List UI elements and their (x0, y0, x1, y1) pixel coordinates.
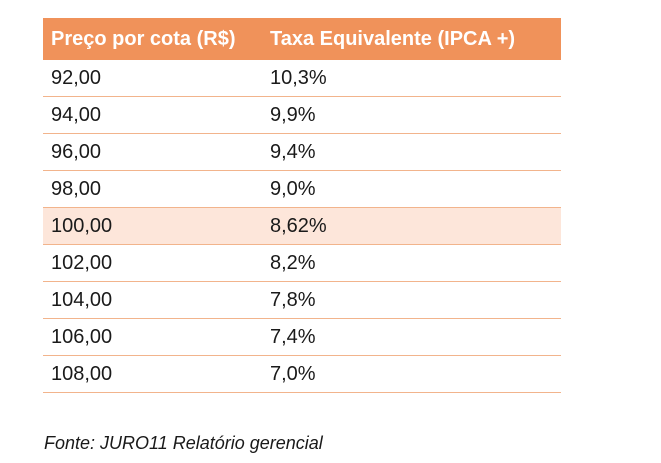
cell-price: 98,00 (51, 177, 102, 200)
cell-price: 96,00 (51, 140, 102, 163)
table-row: 98,00 9,0% (43, 171, 561, 208)
table-row-highlighted: 100,00 8,62% (43, 208, 561, 245)
cell-price: 92,00 (51, 66, 102, 89)
cell-price: 100,00 (51, 214, 113, 237)
price-rate-table: Preço por cota (R$) Taxa Equivalente (IP… (43, 18, 561, 393)
table-row: 94,00 9,9% (43, 97, 561, 134)
cell-rate: 10,3% (270, 66, 327, 89)
cell-rate: 9,4% (270, 140, 316, 163)
cell-rate: 9,0% (270, 177, 316, 200)
header-equivalent-rate: Taxa Equivalente (IPCA +) (270, 27, 516, 50)
table-row: 92,00 10,3% (43, 60, 561, 97)
table-row: 96,00 9,4% (43, 134, 561, 171)
cell-price: 106,00 (51, 325, 113, 348)
cell-rate: 7,8% (270, 288, 316, 311)
cell-rate: 9,9% (270, 103, 316, 126)
table-row: 106,00 7,4% (43, 319, 561, 356)
cell-price: 102,00 (51, 251, 113, 274)
cell-rate: 8,2% (270, 251, 316, 274)
table-row: 108,00 7,0% (43, 356, 561, 393)
table-row: 102,00 8,2% (43, 245, 561, 282)
cell-price: 108,00 (51, 362, 113, 385)
cell-price: 104,00 (51, 288, 113, 311)
table-header: Preço por cota (R$) Taxa Equivalente (IP… (43, 18, 561, 60)
cell-rate: 7,0% (270, 362, 316, 385)
header-price-per-share: Preço por cota (R$) (51, 27, 236, 50)
table-row: 104,00 7,8% (43, 282, 561, 319)
cell-price: 94,00 (51, 103, 102, 126)
cell-rate: 8,62% (270, 214, 327, 237)
cell-rate: 7,4% (270, 325, 316, 348)
source-caption: Fonte: JURO11 Relatório gerencial (44, 433, 323, 453)
